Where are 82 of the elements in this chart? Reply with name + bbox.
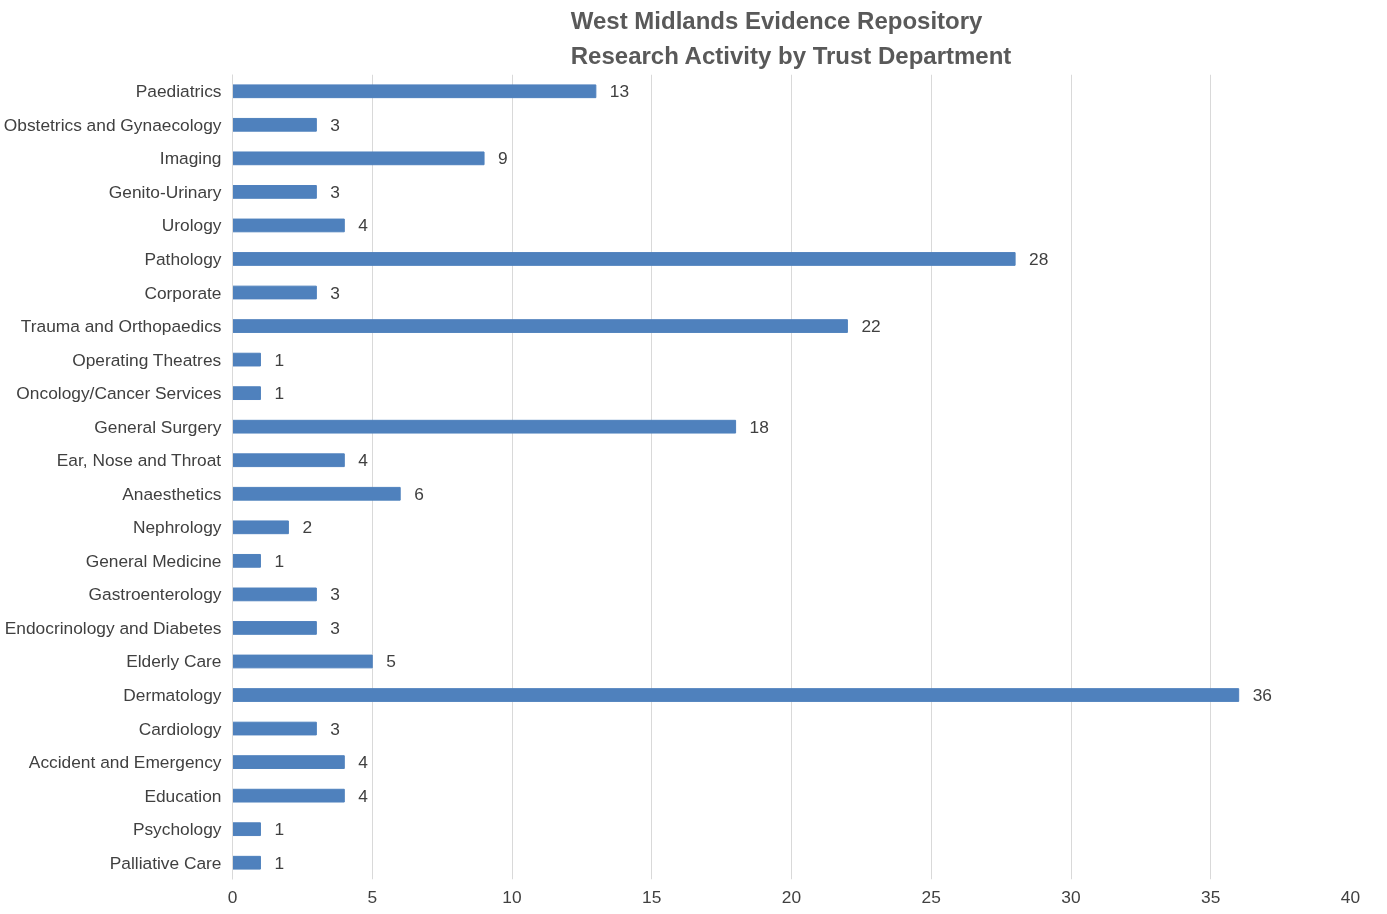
y-tick-label: Elderly Care (126, 651, 222, 672)
chart-title: West Midlands Evidence Repository Research Activity by Trust Department (570, 7, 1012, 70)
bar (232, 352, 261, 367)
bar (232, 721, 317, 736)
bar (232, 386, 261, 401)
data-label: 6 (414, 483, 424, 504)
y-tick-label: Cardiology (138, 718, 222, 739)
data-label: 1 (274, 349, 285, 370)
data-label: 1 (274, 852, 285, 873)
data-label: 1 (274, 819, 285, 840)
y-tick-label: Corporate (144, 282, 222, 303)
y-tick-label: Education (144, 785, 222, 806)
bar (232, 520, 289, 535)
bar (232, 185, 317, 199)
bar (232, 755, 345, 769)
y-tick-label: Psychology (132, 819, 222, 840)
y-tick-label: Endocrinology and Diabetes (4, 617, 222, 638)
x-tick-label: 40 (1340, 886, 1361, 907)
bar (232, 151, 485, 166)
bar (232, 621, 317, 635)
data-label: 3 (330, 617, 340, 638)
data-label: 9 (498, 148, 508, 169)
bar (232, 855, 261, 870)
y-tick-label: Imaging (159, 148, 222, 169)
bar (232, 788, 345, 803)
y-tick-label: Obstetrics and Gynaecology (3, 114, 222, 135)
y-tick-label: Dermatology (123, 685, 222, 706)
y-tick-label: Oncology/Cancer Services (16, 383, 222, 404)
y-tick-label: Operating Theatres (72, 349, 222, 370)
bar (232, 252, 1016, 266)
data-label: 22 (861, 316, 881, 337)
data-label: 4 (358, 215, 369, 236)
y-tick-label: Urology (161, 215, 222, 236)
data-label: 36 (1252, 685, 1272, 706)
x-tick-label: 15 (642, 886, 662, 907)
bar (232, 553, 261, 568)
bar (232, 654, 373, 669)
y-tick-label: Gastroenterology (88, 584, 222, 605)
x-tick-label: 25 (921, 886, 941, 907)
data-label: 1 (274, 383, 285, 404)
bar (232, 285, 317, 300)
data-label: 2 (302, 517, 313, 538)
bar (232, 117, 317, 132)
x-tick-label: 30 (1061, 886, 1081, 907)
data-label: 3 (330, 282, 340, 303)
y-tick-label: Genito-Urinary (108, 181, 222, 202)
data-label: 1 (274, 550, 285, 571)
bar (232, 688, 1240, 702)
data-label: 18 (749, 416, 769, 437)
bar (232, 587, 317, 602)
data-label: 3 (330, 584, 340, 605)
y-tick-label: Nephrology (132, 517, 222, 538)
y-tick-label: Trauma and Orthopaedics (20, 316, 222, 337)
bar (232, 419, 737, 434)
y-tick-label: General Medicine (85, 550, 222, 571)
y-tick-label: Paediatrics (135, 81, 222, 102)
y-tick-label: Ear, Nose and Throat (56, 450, 222, 471)
bar (232, 319, 848, 333)
bar (232, 218, 345, 233)
bar (232, 486, 401, 501)
data-label: 4 (358, 752, 369, 773)
y-tick-label: Anaesthetics (122, 483, 222, 504)
bar (232, 84, 597, 99)
data-label: 3 (330, 114, 340, 135)
data-label: 5 (386, 651, 396, 672)
x-tick-label: 0 (227, 886, 238, 907)
y-tick-label: Accident and Emergency (28, 752, 222, 773)
data-label: 28 (1029, 248, 1049, 269)
y-tick-label: General Surgery (94, 416, 222, 437)
bar (232, 822, 261, 837)
x-tick-label: 10 (502, 886, 522, 907)
data-label: 4 (358, 785, 369, 806)
x-tick-label: 20 (781, 886, 802, 907)
bar (232, 453, 345, 468)
data-label: 3 (330, 181, 340, 202)
data-label: 3 (330, 718, 340, 739)
x-tick-label: 5 (367, 886, 378, 907)
data-label: 13 (609, 81, 630, 102)
y-tick-label: Pathology (144, 248, 222, 269)
data-label: 4 (358, 450, 369, 471)
y-tick-label: Palliative Care (109, 852, 222, 873)
x-tick-label: 35 (1201, 886, 1221, 907)
